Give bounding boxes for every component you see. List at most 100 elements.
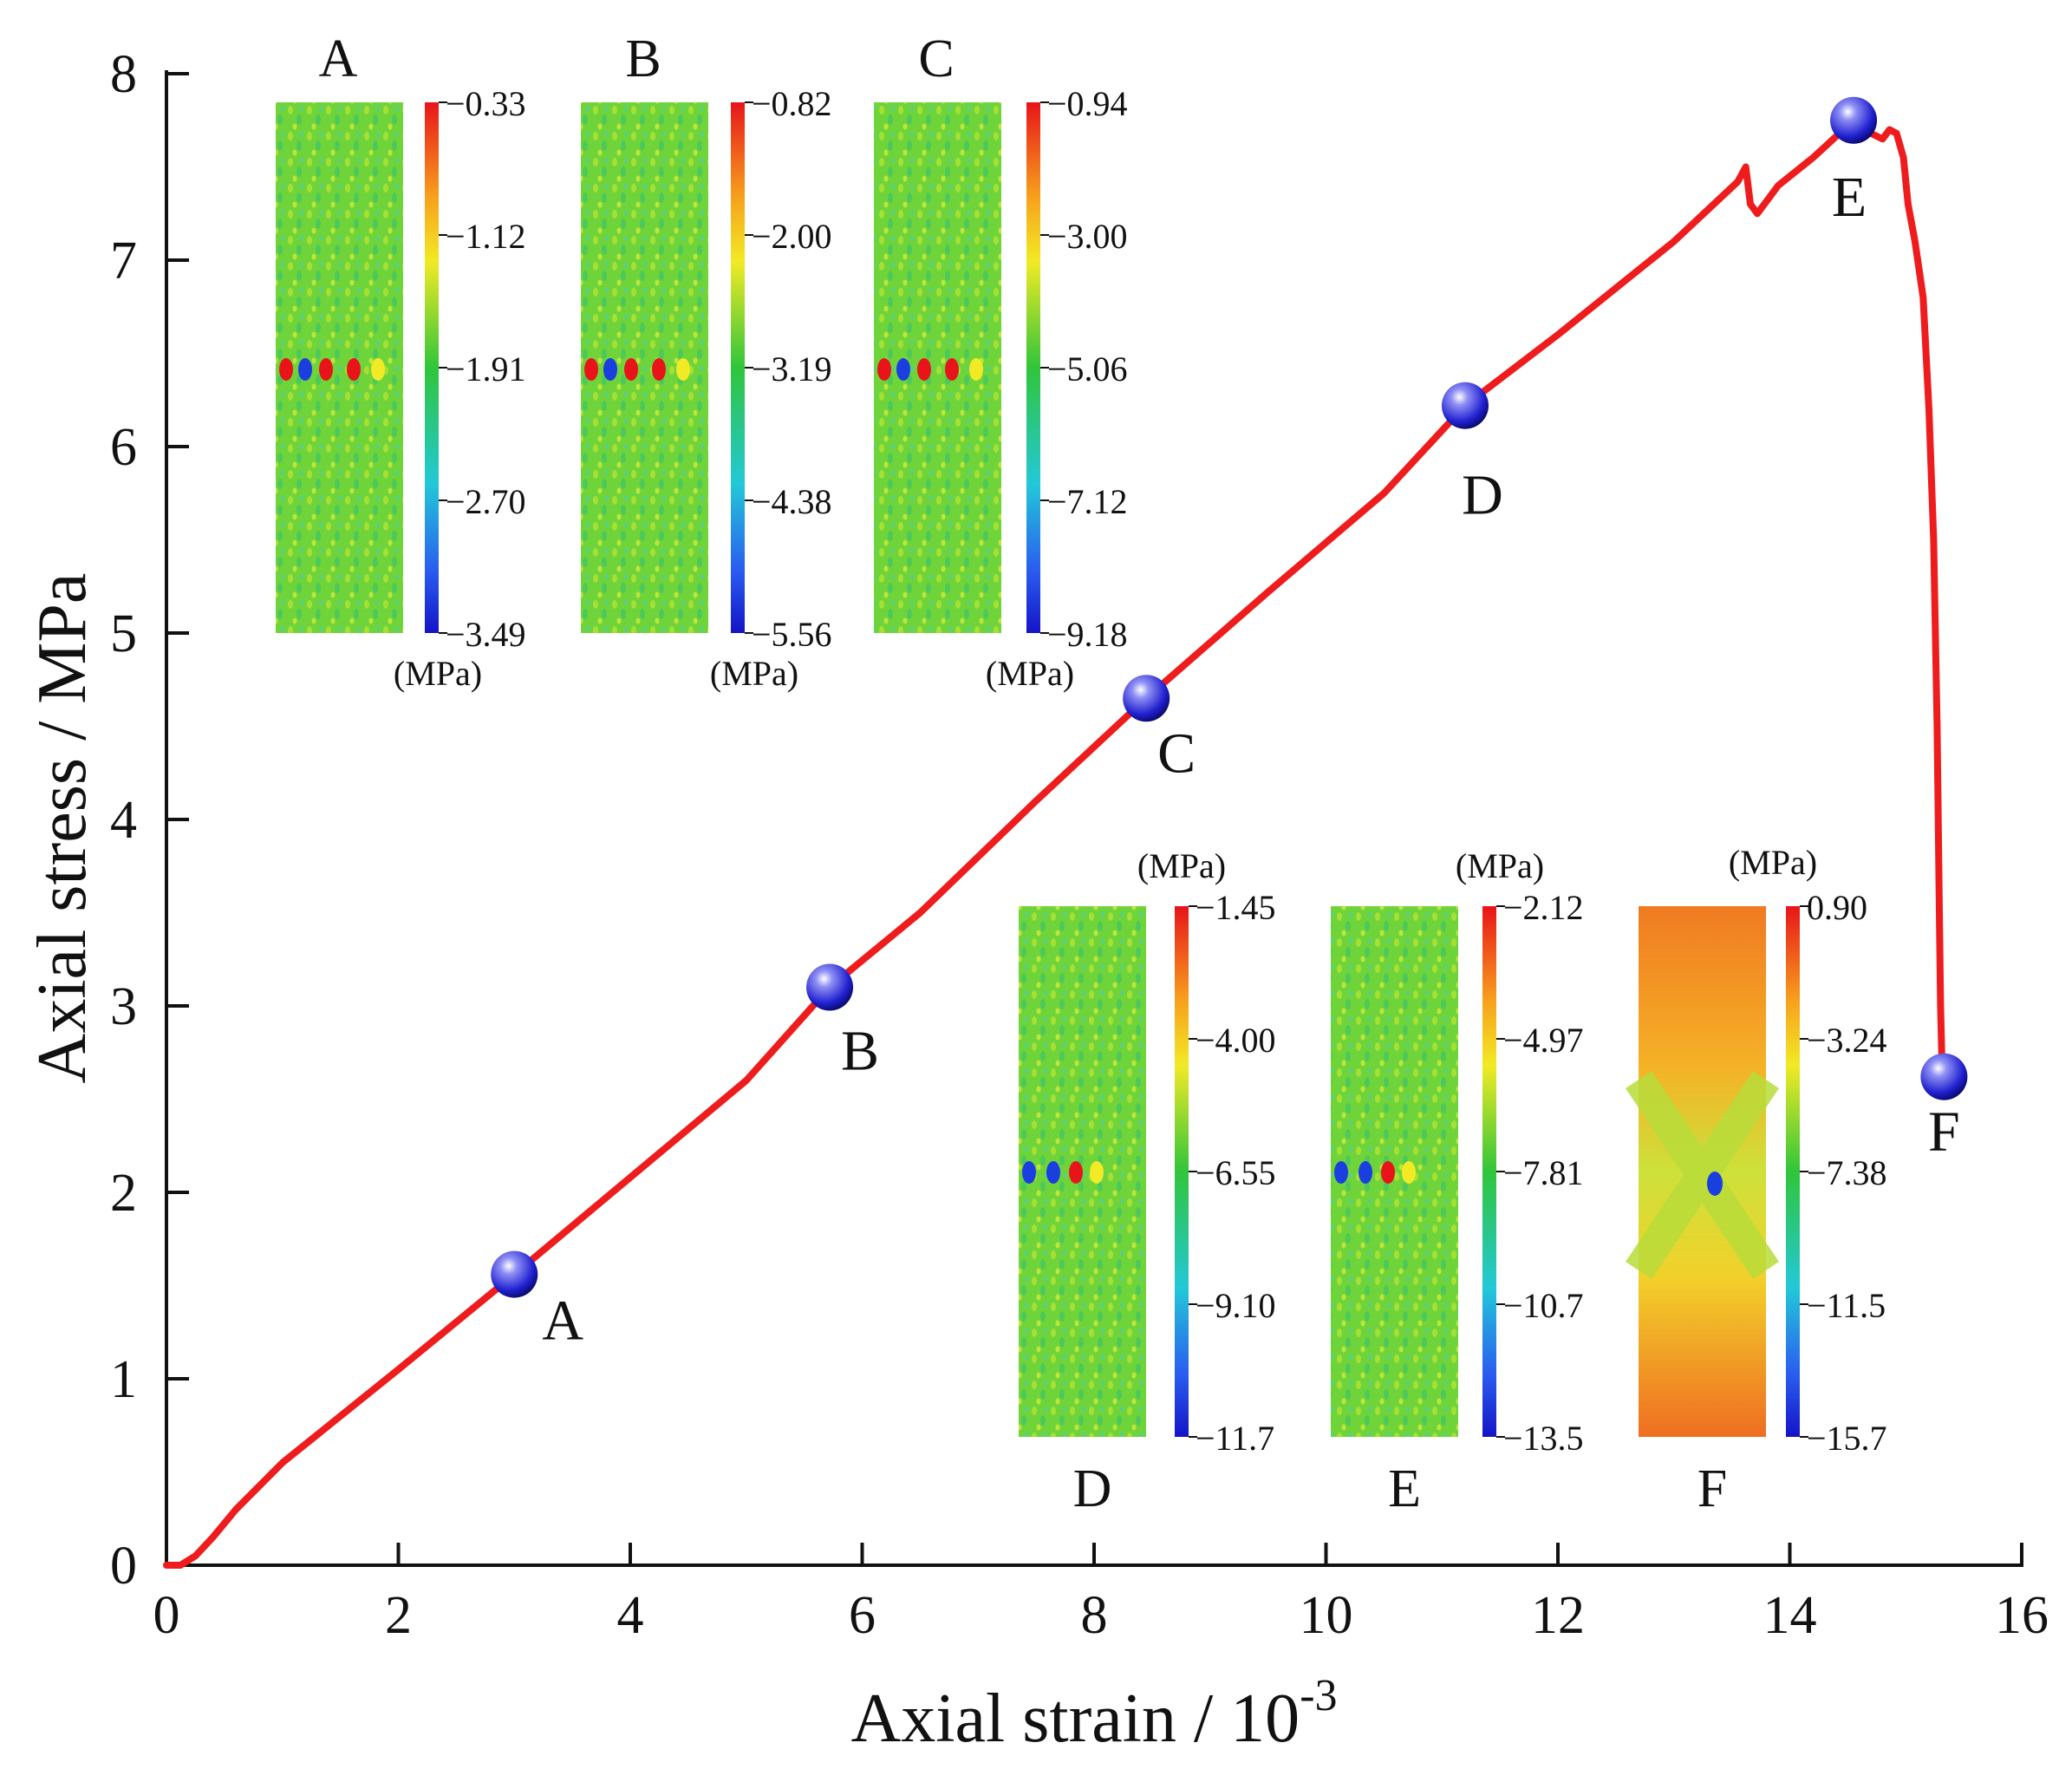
inset-title: B — [625, 29, 661, 88]
y-tick-label: 5 — [110, 604, 137, 663]
colorbar — [1786, 906, 1800, 1437]
inset-b: B −0.82 −2.00 −3.19 −4.38 −5.56(MPa) — [581, 29, 832, 693]
colorbar-tick-label: −3.00 — [1047, 217, 1128, 256]
point-label-f: F — [1928, 1100, 1960, 1164]
colorbar-unit: (MPa) — [986, 654, 1074, 693]
colorbar-unit: (MPa) — [1729, 843, 1817, 882]
stress-spot — [877, 358, 891, 381]
y-tick-label: 6 — [110, 418, 137, 477]
colorbar-tick-label: 0.90 — [1807, 888, 1867, 927]
point-marker-d — [1442, 382, 1489, 429]
colorbar-tick-label: −1.91 — [446, 349, 526, 388]
point-label-c: C — [1157, 721, 1196, 785]
stress-spot — [298, 358, 312, 381]
stress-spot — [945, 358, 959, 381]
stress-spot — [624, 358, 638, 381]
point-marker-b — [806, 963, 854, 1011]
stress-spot — [319, 358, 333, 381]
shear-band — [1626, 1070, 1779, 1280]
stress-spot — [347, 358, 361, 381]
x-tick-label: 14 — [1763, 1586, 1817, 1645]
colorbar-tick-label: −11.5 — [1807, 1286, 1886, 1325]
x-tick-label: 6 — [849, 1586, 876, 1645]
colorbar-tick-label: −4.00 — [1196, 1021, 1276, 1060]
colorbar-tick-label: −6.55 — [1196, 1153, 1276, 1192]
inset-title: A — [319, 29, 358, 88]
x-tick-label: 0 — [153, 1586, 180, 1645]
x-tick-label: 10 — [1300, 1586, 1353, 1645]
inset-e: E −2.12 −4.97 −7.81 −10.7 −13.5 (MPa) — [1331, 846, 1584, 1518]
colorbar-tick-label: −3.49 — [446, 615, 526, 654]
point-label-b: B — [841, 1020, 879, 1083]
stress-spot — [1090, 1161, 1104, 1184]
stress-spot — [371, 358, 385, 381]
colorbar-tick-label: −13.5 — [1503, 1419, 1584, 1458]
stress-spot — [584, 358, 598, 381]
colorbar — [1482, 906, 1496, 1437]
stress-spot — [917, 358, 931, 381]
stress-spot — [652, 358, 666, 381]
colorbar-tick-label: −2.12 — [1503, 888, 1584, 927]
inset-a: A −0.33 −1.12 −1.91 −2.70 −3.49(MPa) — [276, 29, 526, 693]
point-label-d: D — [1462, 464, 1503, 527]
y-tick-label: 4 — [110, 791, 137, 850]
stress-spot — [896, 358, 910, 381]
colorbar-unit: (MPa) — [394, 654, 482, 693]
y-axis-label: Axial stress / MPa — [24, 573, 101, 1084]
inset-d: D −1.45 −4.00 −6.55 −9.10 −11.7 (MPa) — [1019, 846, 1276, 1518]
x-tick-label: 8 — [1081, 1586, 1108, 1645]
stress-spot — [1334, 1161, 1348, 1184]
colorbar-tick-label: −11.7 — [1196, 1419, 1274, 1458]
stress-spot — [1402, 1161, 1416, 1184]
colorbar-tick-label: −9.18 — [1047, 615, 1128, 654]
colorbar-tick-label: −5.56 — [752, 615, 832, 654]
colorbar-tick-label: −7.12 — [1047, 482, 1128, 521]
point-marker-c — [1123, 675, 1170, 722]
x-axis-label-exponent: -3 — [1300, 1671, 1337, 1720]
colorbar-unit: (MPa) — [710, 654, 798, 693]
inset-title: E — [1388, 1459, 1421, 1518]
point-marker-a — [491, 1250, 538, 1298]
stress-spot — [1069, 1161, 1083, 1184]
x-tick-label: 12 — [1531, 1586, 1585, 1645]
colorbar-tick-label: −2.00 — [752, 217, 832, 256]
stress-spot — [676, 358, 690, 381]
colorbar-tick-label: −15.7 — [1807, 1419, 1887, 1458]
stress-spot — [1022, 1161, 1036, 1184]
point-marker-e — [1830, 96, 1878, 144]
colorbar-tick-label: −3.19 — [752, 349, 832, 388]
colorbar-tick-label: −4.38 — [752, 482, 832, 521]
colorbar-tick-label: −7.38 — [1807, 1153, 1887, 1192]
colorbar-tick-label: −9.10 — [1196, 1286, 1276, 1325]
colorbar-tick-label: −1.12 — [446, 217, 526, 256]
y-tick-label: 8 — [110, 45, 137, 104]
colorbar-tick-label: −0.33 — [446, 84, 526, 123]
colorbar-tick-label: −7.81 — [1503, 1153, 1584, 1192]
colorbar — [425, 102, 439, 633]
point-marker-f — [1920, 1053, 1968, 1100]
stress-spot — [279, 358, 293, 381]
x-tick-label: 16 — [1995, 1586, 2049, 1645]
inset-title: F — [1697, 1459, 1727, 1518]
stress-spot — [1359, 1161, 1372, 1184]
stress-spot — [1046, 1161, 1060, 1184]
colorbar-tick-label: −0.82 — [752, 84, 832, 123]
x-tick-label: 2 — [385, 1586, 412, 1645]
y-tick-label: 0 — [110, 1537, 137, 1596]
inset-title: C — [918, 29, 954, 88]
y-tick-label: 1 — [110, 1350, 137, 1409]
point-label-e: E — [1832, 166, 1867, 229]
stress-spot — [1707, 1172, 1723, 1196]
y-tick-label: 3 — [110, 977, 137, 1036]
colorbar-tick-label: −5.06 — [1047, 349, 1128, 388]
x-axis-label: Axial strain / 10-3 — [850, 1671, 1337, 1757]
x-axis-label-text: Axial strain / 10 — [850, 1681, 1300, 1757]
colorbar — [731, 102, 745, 633]
colorbar-tick-label: −2.70 — [446, 482, 526, 521]
colorbar-tick-label: −10.7 — [1503, 1286, 1584, 1325]
colorbar-tick-label: −1.45 — [1196, 888, 1276, 927]
stress-strain-curve — [163, 116, 1948, 1569]
colorbar-tick-label: −4.97 — [1503, 1021, 1584, 1060]
stress-spot — [969, 358, 983, 381]
